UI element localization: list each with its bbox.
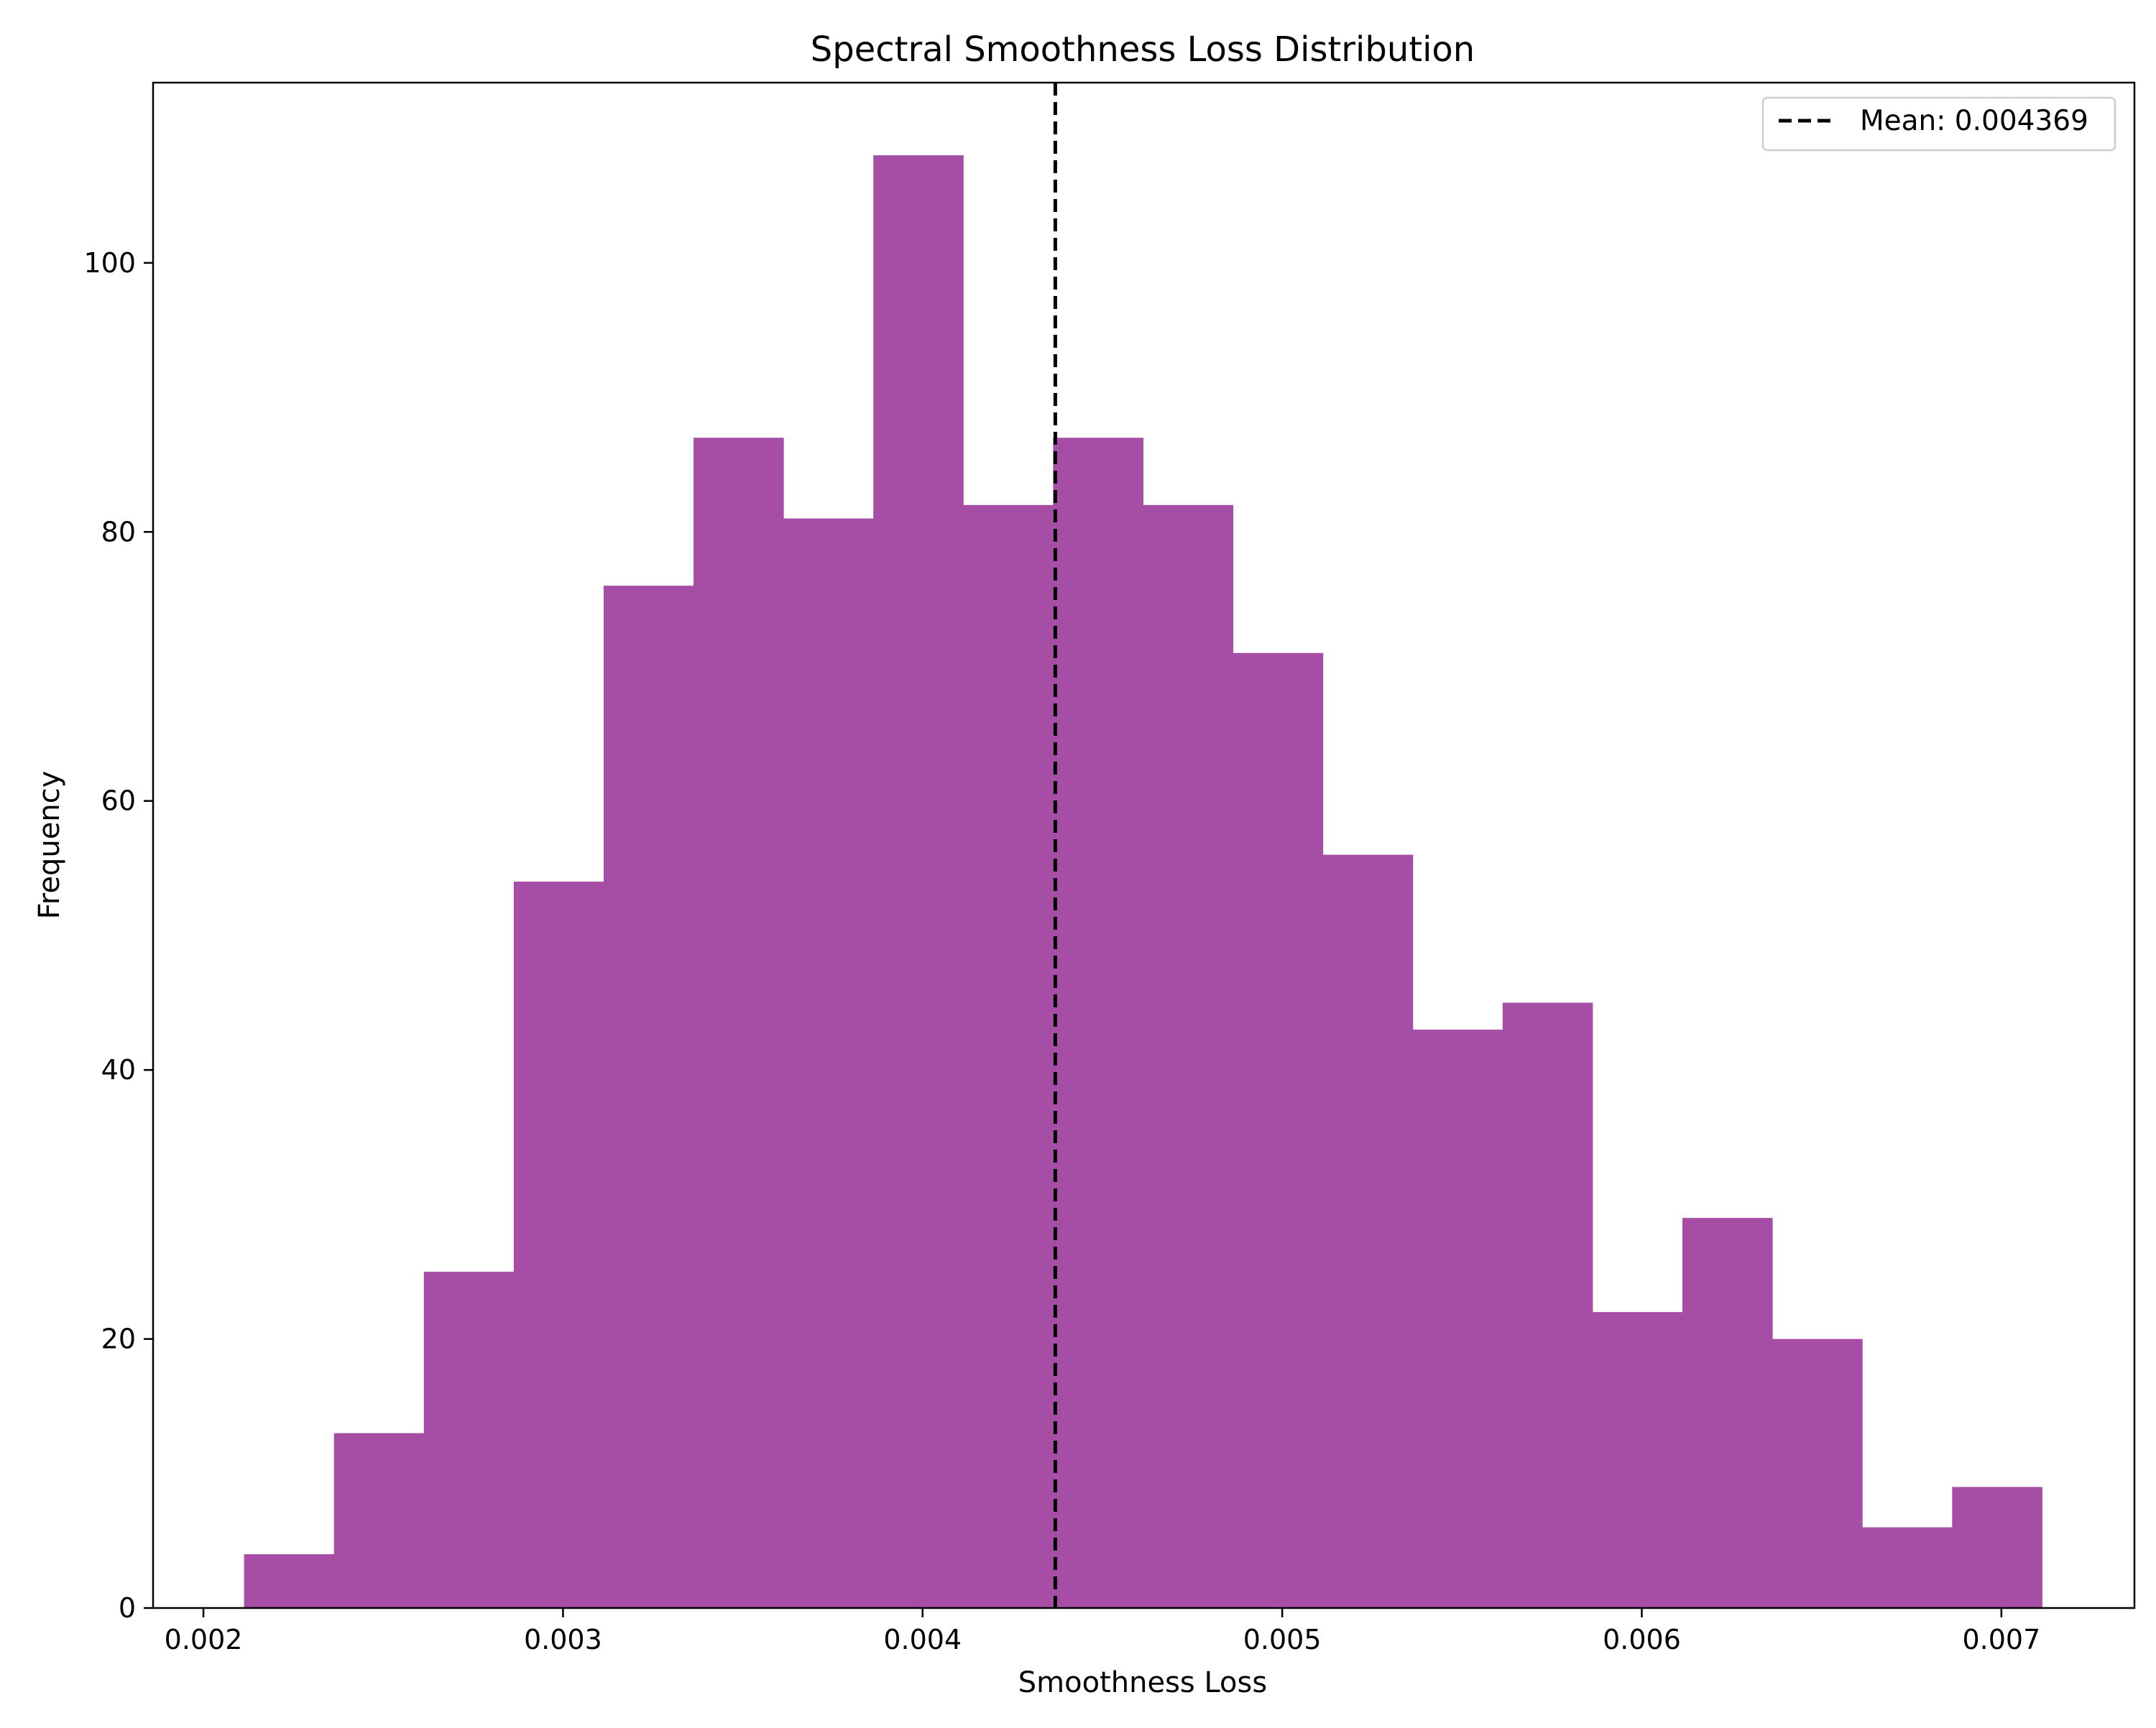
histogram-bar [513,882,604,1608]
histogram-bar [963,504,1054,1608]
histogram-bar [1772,1339,1863,1608]
y-tick-label: 100 [83,247,136,279]
histogram-bar [333,1433,425,1608]
histogram-bar [873,155,964,1609]
y-tick-label: 80 [101,516,136,547]
histogram-bar [603,586,694,1608]
x-axis-label: Smoothness Loss [1018,1666,1267,1699]
histogram-bar [1682,1218,1773,1608]
x-axis-ticks: 0.002 0.003 0.004 0.005 0.006 0.007 [165,1608,2040,1655]
plot-frame [152,81,2136,1609]
histogram-bar [1862,1527,1953,1608]
histogram-bar [1053,438,1143,1608]
y-tick-label: 0 [119,1592,136,1624]
y-axis-label: Frequency [33,771,66,920]
histogram-bar [1143,504,1234,1608]
histogram-bar [1233,652,1324,1608]
histogram-bar [1322,854,1414,1608]
histogram-bar [1952,1487,2042,1608]
histogram-bar [1502,1002,1593,1608]
histogram-bars [244,155,2042,1609]
y-tick-label: 40 [101,1054,136,1086]
histogram-bar [423,1271,515,1608]
histogram-bar [783,518,874,1608]
y-tick-label: 60 [101,785,136,817]
x-tick-label: 0.005 [1243,1624,1322,1655]
x-tick-label: 0.006 [1603,1624,1681,1655]
histogram-bar [1592,1312,1683,1608]
legend-mean-label: Mean: 0.004369 [1860,105,2088,137]
y-tick-label: 20 [101,1323,136,1355]
y-axis-ticks: 0 20 40 60 80 100 [83,247,153,1624]
histogram-bar [244,1554,335,1608]
x-tick-label: 0.007 [1962,1624,2040,1655]
histogram-bar [694,438,784,1608]
histogram-bar [1412,1029,1503,1608]
x-tick-label: 0.002 [165,1624,243,1655]
chart-title: Spectral Smoothness Loss Distribution [811,29,1475,70]
legend-box [1761,96,2116,152]
x-tick-label: 0.003 [524,1624,602,1655]
legend: Mean: 0.004369 [1761,96,2116,152]
x-tick-label: 0.004 [883,1624,962,1655]
